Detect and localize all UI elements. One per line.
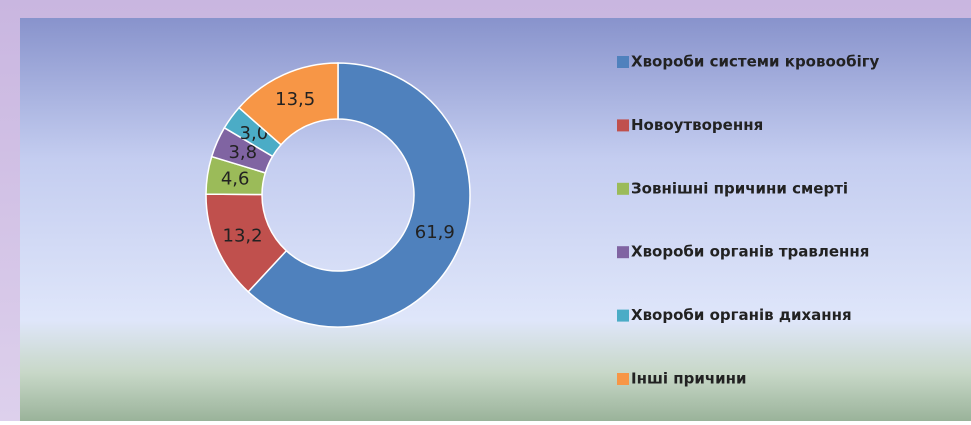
legend-swatch <box>617 182 629 195</box>
donut-segment <box>247 62 471 328</box>
legend-label: Зовнішні причини смерті <box>631 179 848 197</box>
legend-label: Хвороби органів дихання <box>631 306 852 324</box>
plot-panel <box>20 18 971 421</box>
legend-swatch <box>617 373 629 385</box>
data-label: 13,5 <box>275 89 315 110</box>
donut-segment <box>237 62 339 146</box>
data-label: 13,2 <box>223 225 263 246</box>
legend-label: Хвороби системи кровообігу <box>631 53 880 71</box>
legend-swatch <box>617 119 629 132</box>
data-label: 4,6 <box>221 168 250 189</box>
legend-label: Хвороби органів травлення <box>631 243 869 261</box>
legend-swatch <box>617 309 629 322</box>
legend-label: Новоутворення <box>631 116 763 134</box>
data-label: 3,8 <box>228 142 257 163</box>
legend-swatch <box>617 246 629 259</box>
data-label: 61,9 <box>415 222 455 243</box>
legend-label: Інші причини <box>631 370 747 388</box>
legend-swatch <box>617 56 629 68</box>
